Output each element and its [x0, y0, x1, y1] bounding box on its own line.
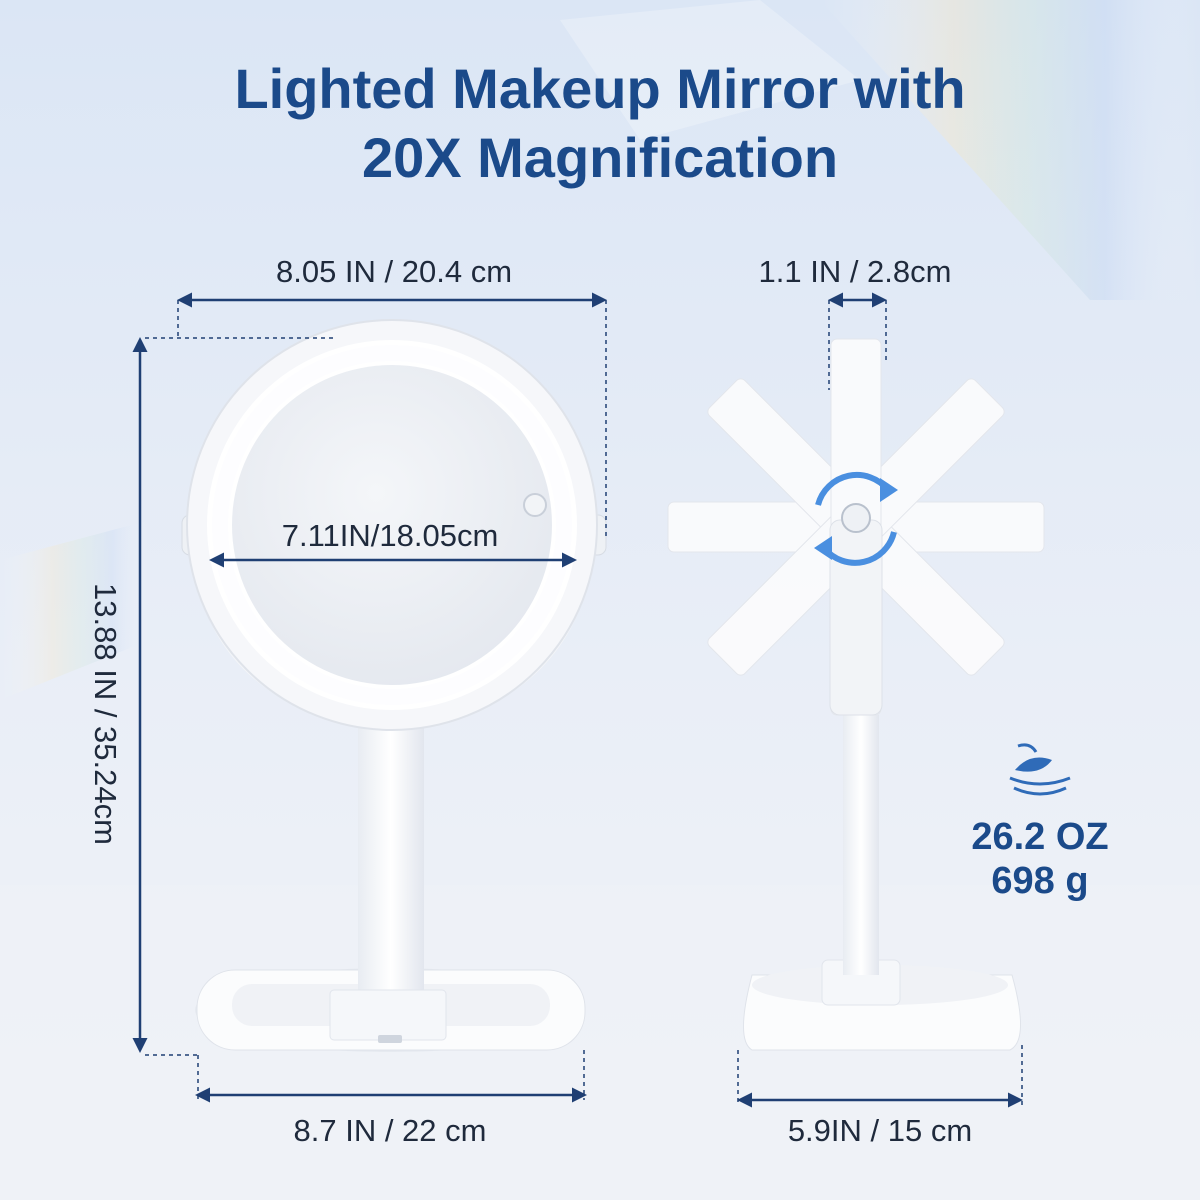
touch-sensor-icon [523, 493, 547, 517]
rotate-icon [814, 471, 898, 566]
base-width-label: 8.7 IN / 22 cm [293, 1113, 487, 1148]
page-title-line-2: 20X Magnification [361, 126, 839, 189]
total-height-label: 13.88 IN / 35.24cm [88, 583, 123, 845]
weight-ounces: 26.2 OZ [971, 816, 1109, 858]
mirror-front-view [181, 319, 607, 1052]
side-stem [843, 715, 879, 975]
front-stem [358, 700, 424, 990]
glass-diameter-label: 7.11IN/18.05cm [281, 518, 499, 553]
dimension-lines [132, 292, 1023, 1108]
mirror-side-view [667, 338, 1045, 1051]
mirror-width-label: 8.05 IN / 20.4 cm [275, 254, 513, 289]
page-title-line-1: Lighted Makeup Mirror with [234, 57, 966, 120]
base-depth-label: 5.9IN / 15 cm [787, 1113, 973, 1148]
feather-scale-icon [1009, 743, 1071, 796]
weight-grams: 698 g [991, 860, 1089, 902]
mirror-depth-label: 1.1 IN / 2.8cm [758, 254, 952, 289]
